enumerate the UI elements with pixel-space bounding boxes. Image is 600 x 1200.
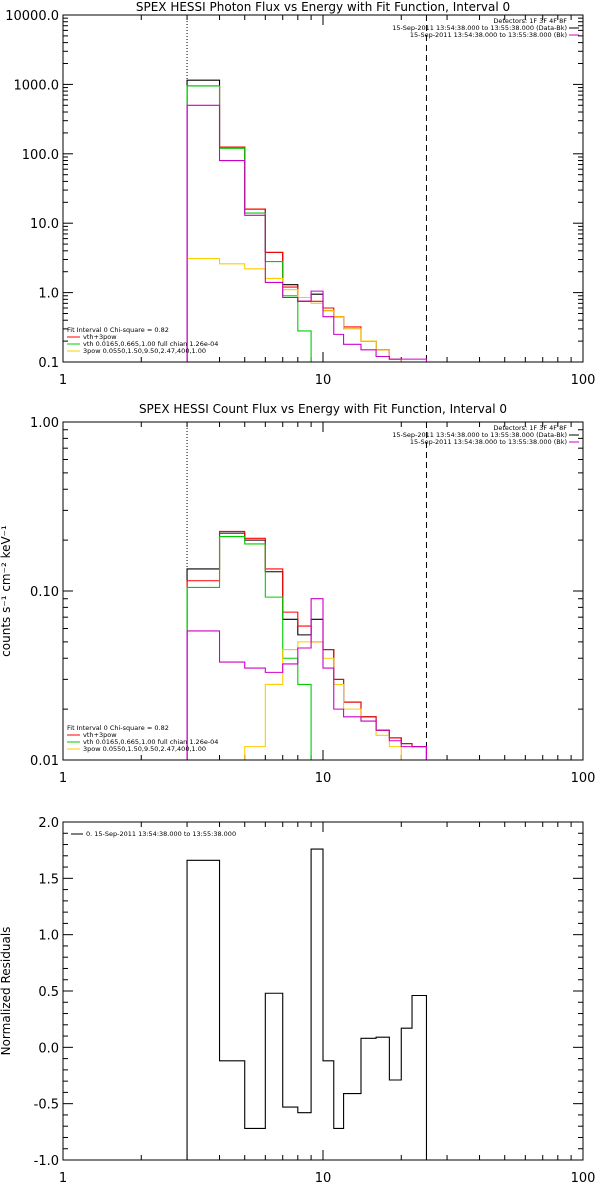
legend-header-line: 15-Sep-2011 13:54:38.000 to 13:55:38.000… [392,24,567,32]
legend-header-line: 15-Sep-2011 13:54:38.000 to 13:55:38.000… [410,31,567,39]
series-line-3 [186,257,427,362]
legend-header-line: 15-Sep-2011 13:54:38.000 to 13:55:38.000… [410,438,567,446]
y-tick-label: 1.0 [38,287,59,302]
plot-frame [62,821,584,1161]
y-tick-label: 0.01 [30,754,59,769]
series-line-4 [186,598,428,760]
residuals-panel: 1 10 100 -1.0 -0.5 0.0 0.5 1.0 1.5 2.0 Normalized … [0,816,595,1186]
x-tick-label: 100 [571,771,596,786]
fit-legend-line: Fit Interval 0 Chi-square = 0.82 [67,724,169,732]
fit-legend-line: vth 0.0165,0.665,1.00 full chian 1.26e-0… [83,340,218,348]
y-tick-label: 10000.0 [5,9,59,24]
series-line-0 [186,532,428,760]
legend-header-line: Detectors: 1F 3F 4F 8F [493,17,567,25]
y-tick-label: -0.5 [34,1098,59,1113]
y-axis-label: counts s⁻¹ cm⁻² keV⁻¹ [0,525,13,657]
series-line-0 [186,848,428,1160]
fit-legend-line: 3pow 0.0550,1.50,9.50,2.47,400,1.00 [83,347,206,355]
chart-title: SPEX HESSI Count Flux vs Energy with Fit… [139,402,507,416]
photon-flux-panel: SPEX HESSI Photon Flux vs Energy with Fi… [5,0,595,388]
plot-frame [62,14,584,363]
y-tick-label: 0.0 [38,1041,59,1056]
legend-entry: 0. 15-Sep-2011 13:54:38.000 to 13:55:38.… [86,830,236,838]
y-tick-label: 1000.0 [14,78,60,93]
series-line-3 [187,641,427,760]
x-tick-label: 1 [59,1171,67,1186]
y-tick-label: 1.00 [30,416,59,431]
y-tick-label: 1.0 [38,929,59,944]
series-line-0 [186,79,427,362]
fit-legend-line: 3pow 0.0550,1.50,9.50,2.47,400,1.00 [83,745,206,753]
y-tick-label: 0.10 [30,585,59,600]
series-line-4 [186,104,428,362]
x-tick-label: 10 [315,373,332,388]
y-tick-label: -1.0 [34,1154,59,1169]
series-group [186,79,428,362]
y-tick-label: 0.5 [38,985,59,1000]
y-axis-label: Normalized Residuals [0,927,13,1056]
x-tick-label: 100 [571,1171,596,1186]
y-tick-label: 0.1 [38,356,59,371]
series-group [186,530,428,760]
count-flux-panel: SPEX HESSI Count Flux vs Energy with Fit… [0,402,595,786]
fit-legend-line: vth+3pow [83,333,117,341]
series-group [186,848,428,1160]
legend-header-line: Detectors: 1F 3F 4F 8F [493,424,567,432]
legend-header-line: 15-Sep-2011 13:54:38.000 to 13:55:38.000… [392,431,567,439]
fit-legend-line: vth+3pow [83,731,117,739]
x-tick-label: 10 [315,1171,332,1186]
y-tick-label: 100.0 [22,148,59,163]
fit-legend-line: Fit Interval 0 Chi-square = 0.82 [67,326,169,334]
y-tick-label: 2.0 [38,816,59,831]
fit-legend-line: vth 0.0165,0.665,1.00 full chian 1.26e-0… [83,738,218,746]
series-line-1 [186,85,427,362]
series-line-2 [186,85,427,362]
y-tick-label: 10.0 [30,217,59,232]
x-tick-label: 10 [315,771,332,786]
plot-frame [62,421,584,761]
chart-title: SPEX HESSI Photon Flux vs Energy with Fi… [136,0,510,14]
series-line-1 [186,530,428,760]
x-tick-label: 1 [59,771,67,786]
x-tick-label: 1 [59,373,67,388]
series-line-2 [186,535,427,760]
x-tick-label: 100 [571,373,596,388]
y-tick-label: 1.5 [38,872,59,887]
